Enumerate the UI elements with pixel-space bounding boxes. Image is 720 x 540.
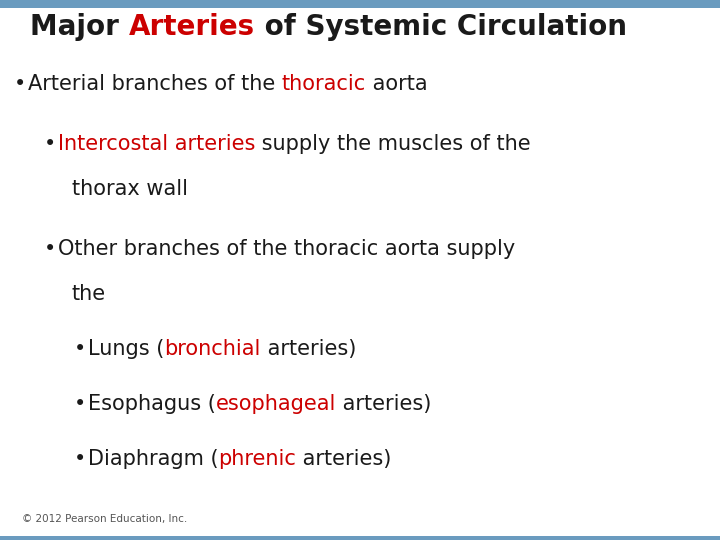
Text: •: • <box>74 394 86 414</box>
Text: the: the <box>72 284 106 304</box>
Text: Other branches of the thoracic aorta supply: Other branches of the thoracic aorta sup… <box>58 239 516 259</box>
Bar <box>0 0 720 8</box>
Text: bronchial: bronchial <box>164 339 261 359</box>
Text: Arterial branches of the: Arterial branches of the <box>28 74 282 94</box>
Text: Diaphragm (: Diaphragm ( <box>88 449 219 469</box>
Text: thoracic: thoracic <box>282 74 366 94</box>
Text: Esophagus (: Esophagus ( <box>88 394 216 414</box>
Text: of Systemic Circulation: of Systemic Circulation <box>255 13 626 41</box>
Text: •: • <box>74 339 86 359</box>
Text: Intercostal arteries: Intercostal arteries <box>58 134 256 154</box>
Text: •: • <box>44 134 56 154</box>
Text: Major: Major <box>30 13 128 41</box>
Text: Arteries: Arteries <box>128 13 255 41</box>
Text: thorax wall: thorax wall <box>72 179 188 199</box>
Text: phrenic: phrenic <box>219 449 297 469</box>
Text: esophageal: esophageal <box>216 394 336 414</box>
Text: •: • <box>14 74 26 94</box>
Text: aorta: aorta <box>366 74 428 94</box>
Text: © 2012 Pearson Education, Inc.: © 2012 Pearson Education, Inc. <box>22 514 187 524</box>
Text: •: • <box>74 449 86 469</box>
Text: arteries): arteries) <box>297 449 392 469</box>
Text: arteries): arteries) <box>261 339 356 359</box>
Text: supply the muscles of the: supply the muscles of the <box>256 134 531 154</box>
Text: arteries): arteries) <box>336 394 431 414</box>
Bar <box>0 536 720 540</box>
Text: Lungs (: Lungs ( <box>88 339 164 359</box>
Text: •: • <box>44 239 56 259</box>
